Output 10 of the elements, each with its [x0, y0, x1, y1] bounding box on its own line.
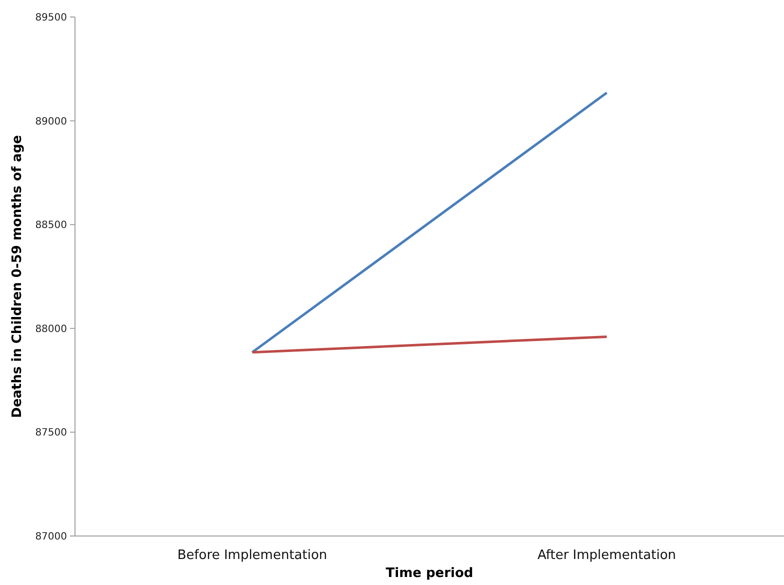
x-tick-label: Before Implementation	[177, 548, 328, 563]
x-tick-label: After Implementation	[537, 548, 676, 563]
y-tick-label: 88000	[35, 324, 67, 335]
y-tick-label: 87500	[35, 428, 67, 439]
y-tick-label: 87000	[35, 532, 67, 542]
x-axis-title: Time period	[386, 566, 474, 581]
y-axis-title: Deaths in Children 0-59 months of age	[10, 134, 25, 418]
y-tick-label: 88500	[35, 220, 67, 232]
y-tick-label: 89000	[35, 116, 67, 128]
y-tick-label: 89500	[35, 12, 67, 24]
